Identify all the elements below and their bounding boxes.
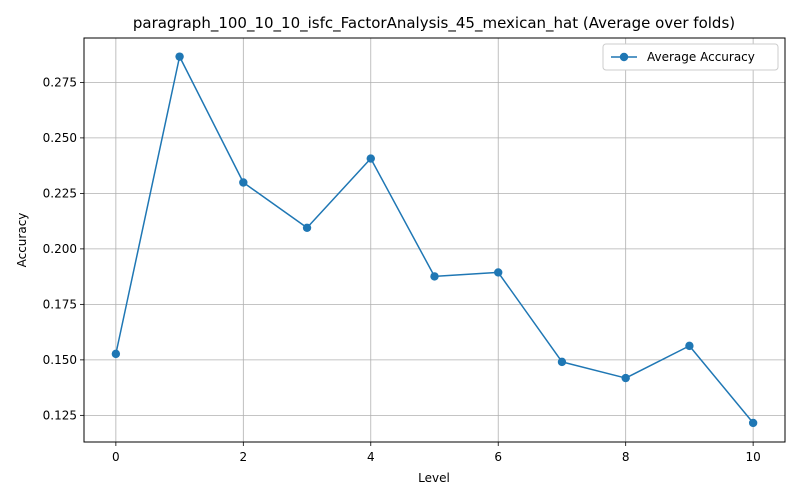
- y-tick-label: 0.175: [43, 297, 77, 311]
- grid-lines: [84, 38, 785, 442]
- data-point: [239, 178, 248, 187]
- chart-title: paragraph_100_10_10_isfc_FactorAnalysis_…: [133, 14, 735, 33]
- y-tick-label: 0.275: [43, 75, 77, 89]
- y-tick-label: 0.125: [43, 408, 77, 422]
- x-tick-label: 8: [622, 450, 630, 464]
- data-point: [748, 418, 758, 428]
- legend-entry-average-accuracy: Average Accuracy: [647, 50, 755, 64]
- y-tick-label: 0.250: [43, 131, 77, 145]
- data-point: [430, 272, 439, 281]
- data-point: [685, 341, 694, 351]
- x-axis-label: Level: [418, 471, 450, 485]
- y-axis-ticks: 0.125 0.150 0.175 0.200 0.225 0.250 0.275: [43, 75, 84, 422]
- x-tick-label: 2: [239, 450, 247, 464]
- data-point: [494, 268, 503, 277]
- data-point: [366, 154, 375, 163]
- legend-marker-swatch: [619, 52, 629, 62]
- data-point: [557, 357, 567, 367]
- legend: Average Accuracy: [602, 43, 779, 71]
- y-axis-label: Accuracy: [15, 213, 29, 268]
- data-point: [302, 223, 312, 232]
- x-tick-label: 10: [745, 450, 760, 464]
- data-point: [111, 349, 121, 359]
- x-tick-label: 0: [112, 450, 120, 464]
- data-point: [621, 373, 630, 383]
- y-tick-label: 0.150: [43, 353, 77, 367]
- plot-area-frame: [83, 37, 786, 443]
- x-tick-label: 4: [367, 450, 375, 464]
- x-axis-ticks: 0 2 4 6 8 10: [112, 442, 761, 464]
- y-tick-label: 0.225: [43, 186, 77, 200]
- series-layer: [111, 52, 758, 428]
- legend-box: [602, 43, 779, 71]
- y-tick-label: 0.200: [43, 242, 77, 256]
- data-point: [175, 52, 184, 61]
- series-line-average-accuracy: [115, 55, 754, 424]
- x-tick-label: 6: [494, 450, 502, 464]
